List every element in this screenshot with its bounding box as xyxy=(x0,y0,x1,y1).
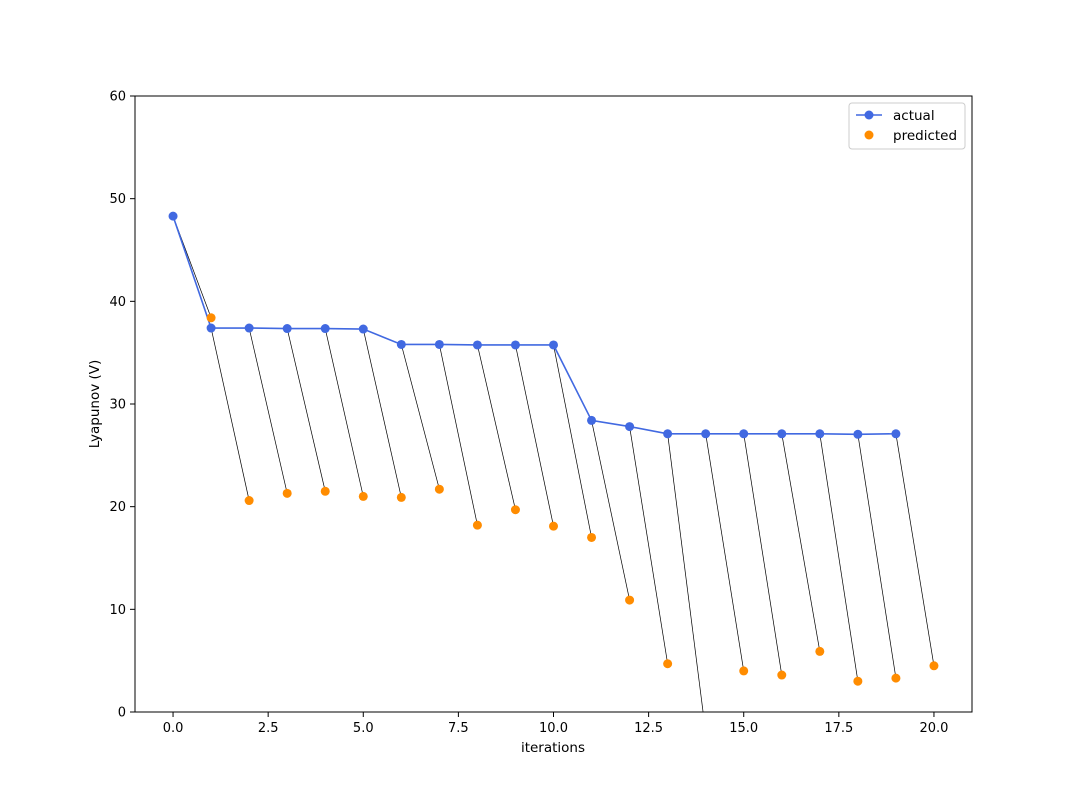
y-tick-label: 30 xyxy=(109,398,126,413)
connector-line xyxy=(819,433,859,682)
connector-line xyxy=(705,433,745,671)
connector-line xyxy=(439,344,478,526)
y-tick-label: 20 xyxy=(109,500,126,515)
actual-point xyxy=(739,429,749,439)
series-layer xyxy=(168,211,939,686)
actual-point xyxy=(663,429,673,439)
predicted-point xyxy=(472,520,482,530)
actual-point xyxy=(358,324,368,334)
predicted-point xyxy=(358,491,368,501)
actual-point xyxy=(891,429,901,439)
predicted-point xyxy=(777,670,787,680)
y-tick-label: 40 xyxy=(109,295,126,310)
connector-line xyxy=(743,433,783,676)
x-tick-label: 5.0 xyxy=(353,721,374,736)
connector-line xyxy=(362,328,402,498)
x-tick-label: 17.5 xyxy=(824,721,853,736)
actual-point xyxy=(701,429,711,439)
actual-point xyxy=(815,429,825,439)
actual-point xyxy=(244,323,254,333)
x-axis-ticks: 0.0 2.5 5.0 7.5 10.0 12.5 15.0 17.5 20.0 xyxy=(163,712,948,736)
connector-line xyxy=(400,344,440,490)
x-tick-label: 2.5 xyxy=(258,721,279,736)
x-tick-label: 10.0 xyxy=(539,721,568,736)
actual-point xyxy=(587,415,597,425)
actual-point xyxy=(777,429,787,439)
connector-lines xyxy=(172,215,935,712)
connector-line xyxy=(591,420,630,601)
actual-point xyxy=(625,422,635,432)
y-tick-label: 60 xyxy=(109,90,126,105)
actual-point xyxy=(396,339,406,349)
actual-point xyxy=(472,340,482,350)
predicted-point xyxy=(320,486,330,496)
actual-point xyxy=(282,324,292,334)
actual-point xyxy=(434,339,444,349)
legend-predicted-label: predicted xyxy=(893,128,957,144)
connector-line xyxy=(324,328,364,497)
y-tick-label: 10 xyxy=(109,603,126,618)
legend: actual predicted xyxy=(848,102,966,150)
connector-line xyxy=(667,433,704,712)
x-tick-label: 0.0 xyxy=(163,721,184,736)
connector-line xyxy=(781,433,821,652)
predicted-point xyxy=(206,313,216,323)
connector-line xyxy=(553,344,592,538)
actual-point xyxy=(320,324,330,334)
x-tick-label: 15.0 xyxy=(729,721,758,736)
predicted-point xyxy=(396,492,406,502)
connector-line xyxy=(210,327,250,501)
actual-series-line xyxy=(172,215,896,436)
predicted-point xyxy=(891,673,901,683)
x-tick-label: 7.5 xyxy=(448,721,469,736)
predicted-point xyxy=(663,659,673,669)
actual-point xyxy=(168,211,178,221)
connector-line xyxy=(629,426,668,664)
connector-line xyxy=(477,344,516,510)
legend-actual-label: actual xyxy=(893,108,935,124)
predicted-point xyxy=(244,496,254,506)
x-tick-label: 20.0 xyxy=(919,721,948,736)
y-axis-ticks: 0 10 20 30 40 50 60 xyxy=(109,90,135,721)
actual-point xyxy=(206,323,216,333)
connector-line xyxy=(857,434,897,679)
predicted-point xyxy=(282,488,292,498)
predicted-point xyxy=(549,521,558,531)
connector-line xyxy=(286,328,326,492)
connector-line xyxy=(248,327,288,494)
predicted-point xyxy=(929,661,939,671)
predicted-point xyxy=(510,505,520,515)
y-tick-label: 0 xyxy=(118,706,126,721)
predicted-point xyxy=(625,595,635,605)
actual-point xyxy=(853,429,863,439)
legend-actual-marker xyxy=(864,110,874,120)
predicted-point xyxy=(739,666,749,676)
y-tick-label: 50 xyxy=(109,192,126,207)
x-axis-label: iterations xyxy=(521,740,585,756)
y-axis-label: Lyapunov (V) xyxy=(87,360,103,449)
connector-line xyxy=(515,344,554,527)
x-tick-label: 12.5 xyxy=(634,721,663,736)
legend-predicted-marker xyxy=(864,130,874,140)
connector-line xyxy=(895,433,935,666)
predicted-point xyxy=(587,532,597,542)
predicted-point xyxy=(853,676,863,686)
actual-point xyxy=(549,340,558,350)
predicted-point xyxy=(815,646,825,656)
predicted-point xyxy=(434,484,444,494)
actual-point xyxy=(510,340,520,350)
